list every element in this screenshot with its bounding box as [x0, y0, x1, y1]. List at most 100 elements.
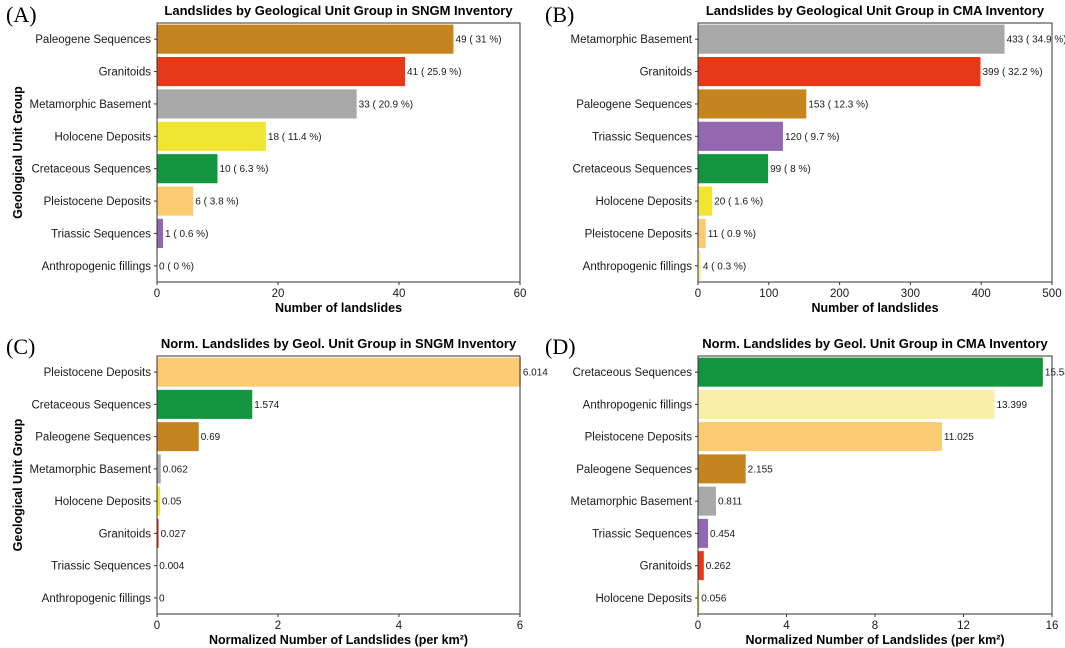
x-axis-label: Number of landslides [275, 301, 402, 315]
data-label: 0.05 [162, 497, 182, 508]
category-label: Granitoids [99, 67, 152, 79]
bar-paleogene-sequences [698, 454, 746, 484]
bar-anthropogenic-fillings [698, 389, 995, 419]
data-label: 0.811 [718, 497, 743, 508]
panel-letter: (C) [6, 334, 35, 359]
bar-cretaceous-sequences [698, 357, 1043, 387]
data-label: 49 ( 31 %) [455, 35, 501, 46]
panel-c: (C) Norm. Landslides by Geol. Unit Group … [6, 334, 548, 647]
category-label: Anthropogenic fillings [42, 261, 152, 273]
data-label: 0.454 [710, 529, 735, 540]
plot-frame [156, 22, 521, 283]
chart-title: Landslides by Geological Unit Group in C… [706, 3, 1045, 18]
category-label: Pleistocene Deposits [44, 367, 152, 379]
panel-d: (D) Norm. Landslides by Geol. Unit Group … [545, 334, 1065, 647]
bar-cretaceous-sequences [157, 154, 218, 184]
bar-metamorphic-basement [157, 89, 357, 119]
chart-title: Norm. Landslides by Geol. Unit Group in … [161, 336, 517, 351]
plot-frame [697, 22, 1053, 283]
x-tick-label: 16 [1046, 620, 1059, 632]
bar-pleistocene-deposits [698, 422, 942, 452]
plot-frame [156, 355, 521, 615]
data-label: 0.004 [159, 561, 184, 572]
data-label: 6.014 [523, 368, 548, 379]
bar-granitoids [698, 56, 981, 87]
category-label: Granitoids [640, 67, 693, 79]
category-label: Granitoids [640, 561, 693, 573]
x-tick-label: 40 [393, 288, 406, 300]
data-label: 120 ( 9.7 %) [785, 132, 839, 143]
bar-pleistocene-deposits [157, 357, 521, 387]
bar-triassic-sequences [157, 218, 164, 249]
data-label: 0 ( 0 %) [159, 261, 194, 272]
category-label: Anthropogenic fillings [583, 399, 693, 411]
bar-granitoids [157, 56, 406, 87]
data-label: 0 [159, 593, 165, 604]
panel-letter: (A) [6, 2, 37, 27]
x-tick-label: 60 [514, 288, 527, 300]
data-label: 15.586 [1045, 368, 1065, 379]
x-axis-label: Normalized Number of Landslides (per km²… [209, 633, 468, 647]
category-label: Cretaceous Sequences [572, 367, 692, 379]
data-label: 433 ( 34.9 %) [1007, 35, 1065, 46]
data-label: 13.399 [996, 400, 1027, 411]
category-label: Holocene Deposits [595, 593, 692, 605]
x-tick-label: 200 [830, 288, 849, 300]
x-tick-label: 0 [154, 620, 160, 632]
x-tick-label: 400 [972, 288, 991, 300]
chart-title: Landslides by Geological Unit Group in S… [164, 3, 513, 18]
category-label: Cretaceous Sequences [572, 164, 692, 176]
category-label: Anthropogenic fillings [583, 261, 693, 273]
bar-cretaceous-sequences [698, 154, 769, 184]
data-label: 99 ( 8 %) [770, 164, 811, 175]
panel-letter: (D) [545, 334, 576, 359]
x-tick-label: 100 [759, 288, 778, 300]
bar-holocene-deposits [157, 121, 266, 151]
x-tick-label: 0 [695, 288, 701, 300]
bar-holocene-deposits [698, 583, 700, 613]
category-label: Pleistocene Deposits [585, 228, 693, 240]
category-label: Cretaceous Sequences [31, 399, 151, 411]
data-label: 18 ( 11.4 %) [268, 132, 322, 143]
data-label: 399 ( 32.2 %) [982, 67, 1042, 78]
data-label: 153 ( 12.3 %) [808, 99, 868, 110]
category-label: Triassic Sequences [51, 561, 151, 573]
category-label: Holocene Deposits [54, 496, 151, 508]
data-label: 10 ( 6.3 %) [220, 164, 269, 175]
data-label: 1.574 [254, 400, 279, 411]
category-label: Triassic Sequences [592, 131, 692, 143]
chart-title: Norm. Landslides by Geol. Unit Group in … [702, 336, 1048, 351]
x-tick-label: 500 [1042, 288, 1061, 300]
bar-pleistocene-deposits [698, 218, 706, 249]
x-tick-label: 6 [517, 620, 523, 632]
category-label: Pleistocene Deposits [585, 432, 693, 444]
data-label: 0.262 [706, 561, 731, 572]
category-label: Anthropogenic fillings [42, 593, 152, 605]
category-label: Triassic Sequences [51, 228, 151, 240]
data-label: 11 ( 0.9 %) [708, 229, 756, 240]
x-tick-label: 0 [695, 620, 701, 632]
bar-metamorphic-basement [157, 454, 161, 484]
x-tick-label: 4 [783, 620, 790, 632]
category-label: Metamorphic Basement [30, 464, 152, 476]
category-label: Metamorphic Basement [571, 496, 693, 508]
panel-a: (A) Landslides by Geological Unit Group i… [6, 2, 526, 315]
category-label: Pleistocene Deposits [44, 196, 152, 208]
bar-metamorphic-basement [698, 24, 1005, 54]
category-label: Metamorphic Basement [571, 34, 693, 46]
bar-cretaceous-sequences [157, 389, 253, 419]
bar-triassic-sequences [698, 518, 709, 548]
category-label: Paleogene Sequences [35, 34, 151, 46]
data-label: 41 ( 25.9 %) [407, 67, 461, 78]
bar-triassic-sequences [698, 121, 783, 151]
data-label: 11.025 [944, 432, 974, 443]
panel-letter: (B) [545, 2, 574, 27]
category-label: Cretaceous Sequences [31, 164, 151, 176]
x-tick-label: 2 [275, 620, 281, 632]
data-label: 0.062 [163, 464, 188, 475]
data-label: 33 ( 20.9 %) [359, 99, 413, 110]
bar-paleogene-sequences [157, 24, 454, 54]
category-label: Granitoids [99, 528, 152, 540]
category-label: Holocene Deposits [54, 131, 151, 143]
